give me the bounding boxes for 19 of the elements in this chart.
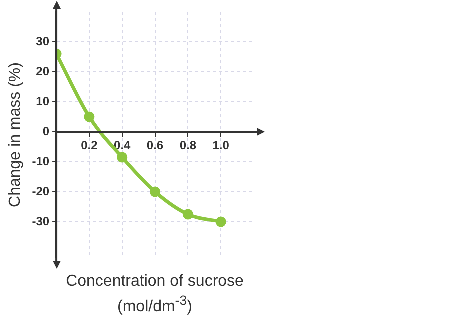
y-tick-label: -20 xyxy=(32,184,50,198)
point xyxy=(216,216,226,228)
point xyxy=(182,209,194,220)
y-axis-title: Change in mass (%) xyxy=(7,62,24,208)
x-tick-label: 0.6 xyxy=(146,138,164,153)
x-tick-label: 0.4 xyxy=(114,138,132,153)
point xyxy=(150,186,161,198)
x-tick-label: 0.2 xyxy=(81,138,98,153)
y-tick-label: 30 xyxy=(36,34,50,48)
y-tick-label: -10 xyxy=(32,154,50,168)
x-tick-label: 1.0 xyxy=(212,138,230,153)
y-tick-label: -30 xyxy=(32,214,50,228)
point xyxy=(117,152,128,163)
y-tick-label: 20 xyxy=(36,64,50,78)
y-tick-label: 0 xyxy=(42,124,50,138)
x-axis-title: Concentration of sucrose (mol/dm$^{-3}$) xyxy=(65,272,245,316)
x-tick-label: 0.8 xyxy=(180,138,197,153)
point xyxy=(84,112,95,122)
y-tick-label: 10 xyxy=(36,94,50,108)
